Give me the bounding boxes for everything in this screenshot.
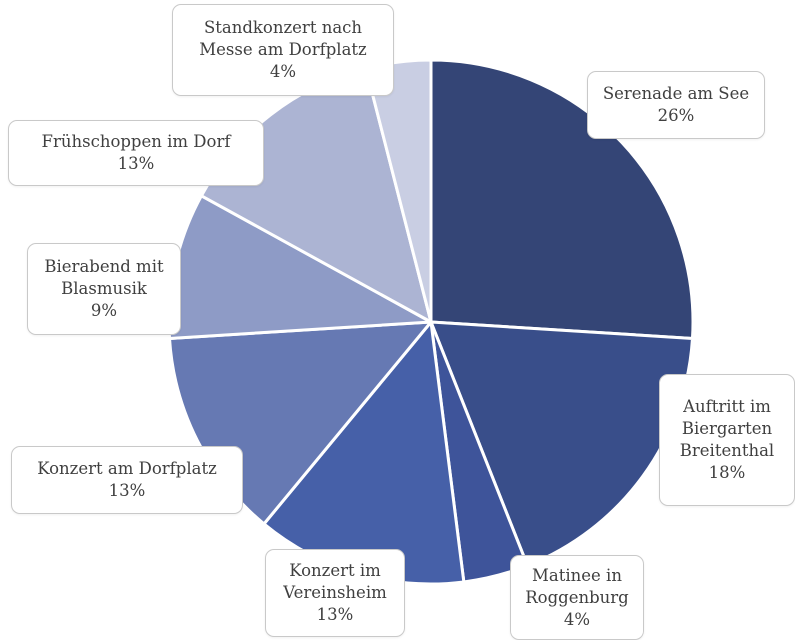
slice-data-label: Konzert im Vereinsheim 13% xyxy=(265,549,405,637)
slice-label-text: Messe am Dorfplatz xyxy=(199,40,367,59)
slice-percent-text: 13% xyxy=(316,605,354,624)
slice-percent-text: 13% xyxy=(117,154,155,173)
slice-percent-text: 9% xyxy=(90,301,118,320)
slice-data-label: Frühschoppen im Dorf 13% xyxy=(8,120,264,186)
pie-slice-1 xyxy=(429,58,695,340)
slice-label-text: Biergarten xyxy=(681,419,773,438)
slice-data-label: Bierabend mit Blasmusik 9% xyxy=(27,243,181,335)
slice-percent-text: 18% xyxy=(708,463,746,482)
slice-label-text: Bierabend mit xyxy=(44,257,164,276)
slice-label-text: Konzert am Dorfplatz xyxy=(37,459,217,478)
slice-label-text: Breitenthal xyxy=(679,441,775,460)
slice-label-text: Vereinsheim xyxy=(283,583,387,602)
slice-data-label: Konzert am Dorfplatz 13% xyxy=(11,446,243,514)
slice-label-text: Konzert im xyxy=(289,561,381,580)
slice-data-label: Matinee in Roggenburg 4% xyxy=(510,555,644,640)
slice-percent-text: 4% xyxy=(269,62,297,81)
pie-slice-2 xyxy=(429,320,694,568)
slice-label-text: Frühschoppen im Dorf xyxy=(41,132,231,151)
slice-percent-text: 4% xyxy=(563,609,591,629)
slice-data-label: Serenade am See 26% xyxy=(587,71,765,139)
slice-label-text: Standkonzert nach xyxy=(203,18,363,37)
slice-label-text: Auftritt im xyxy=(683,397,771,416)
slice-data-label: Standkonzert nach Messe am Dorfplatz 4% xyxy=(172,4,394,96)
slice-label-text: Matinee in xyxy=(532,565,622,585)
slice-label-text: Roggenburg xyxy=(525,587,629,607)
slice-percent-text: 26% xyxy=(657,106,695,125)
slice-data-label: Auftritt im Biergarten Breitenthal 18% xyxy=(659,374,795,506)
slice-label-text: Serenade am See xyxy=(602,84,750,103)
slice-percent-text: 13% xyxy=(108,481,146,500)
slice-label-text: Blasmusik xyxy=(61,279,147,298)
